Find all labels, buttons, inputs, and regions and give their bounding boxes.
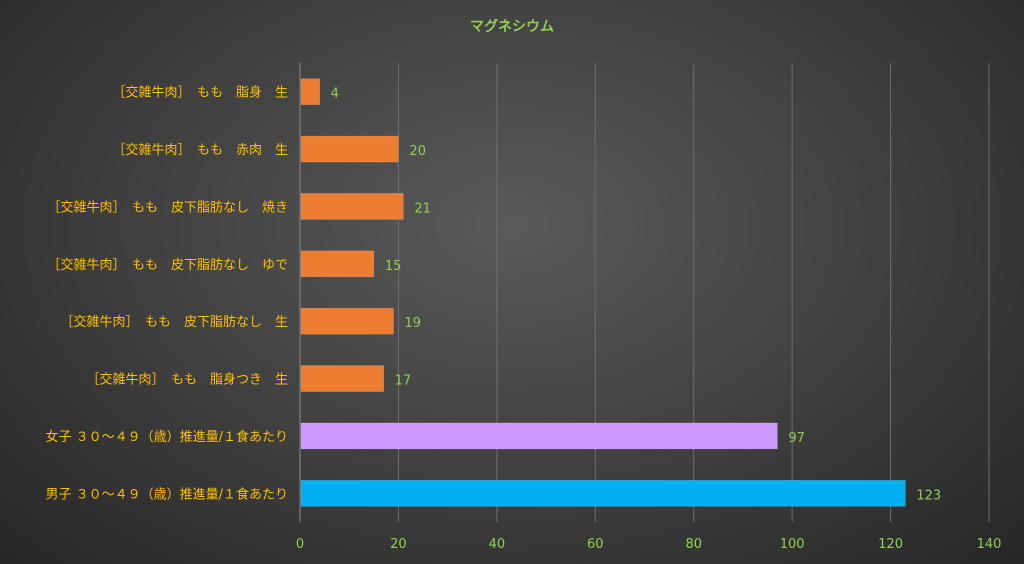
x-tick-label: 100 xyxy=(780,537,805,552)
x-tick-label: 80 xyxy=(685,537,702,552)
category-labels: ［交雑牛肉］ もも 脂身 生 ［交雑牛肉］ もも 赤肉 生 ［交雑牛肉］ もも 皮下… xyxy=(45,85,288,503)
category-label: ［交雑牛肉］ もも 皮下脂肪なし ゆで xyxy=(47,257,288,273)
bar xyxy=(300,193,404,220)
value-labels: 4 20 21 15 19 17 97 123 xyxy=(331,87,941,504)
x-tick-label: 40 xyxy=(489,537,506,552)
x-tick-label: 120 xyxy=(878,537,903,552)
category-label: ［交雑牛肉］ もも 皮下脂肪なし 焼き xyxy=(47,199,288,215)
value-label: 15 xyxy=(385,259,402,274)
bar xyxy=(300,480,906,507)
value-label: 97 xyxy=(788,431,805,446)
value-label: 4 xyxy=(331,87,339,102)
category-label: 男子 ３０～４９（歳）推進量/１食あたり xyxy=(45,486,288,502)
x-tick-label: 140 xyxy=(977,537,1002,552)
x-tick-label: 20 xyxy=(390,537,407,552)
x-axis-ticks: 0 20 40 60 80 100 120 140 xyxy=(296,537,1002,552)
bar xyxy=(300,307,394,335)
value-label: 21 xyxy=(414,201,431,216)
value-label: 123 xyxy=(916,488,941,503)
x-tick-label: 0 xyxy=(296,537,304,552)
category-label: ［交雑牛肉］ もも 脂身 生 xyxy=(112,85,288,101)
category-label: ［交雑牛肉］ もも 皮下脂肪なし 生 xyxy=(60,314,288,330)
bar xyxy=(300,422,778,450)
value-label: 19 xyxy=(405,316,422,331)
bar xyxy=(300,78,320,105)
value-label: 17 xyxy=(395,374,412,389)
bar xyxy=(300,365,384,392)
chart-title: マグネシウム xyxy=(470,18,554,35)
category-label: ［交雑牛肉］ もも 脂身つき 生 xyxy=(86,372,288,388)
value-label: 20 xyxy=(409,144,426,159)
category-label: ［交雑牛肉］ もも 赤肉 生 xyxy=(112,142,288,158)
bar xyxy=(300,250,375,278)
bars xyxy=(300,78,906,507)
category-label: 女子 ３０～４９（歳）推進量/１食あたり xyxy=(45,429,288,445)
gridlines xyxy=(299,63,990,522)
x-tick-label: 60 xyxy=(587,537,604,552)
bar xyxy=(300,135,399,163)
